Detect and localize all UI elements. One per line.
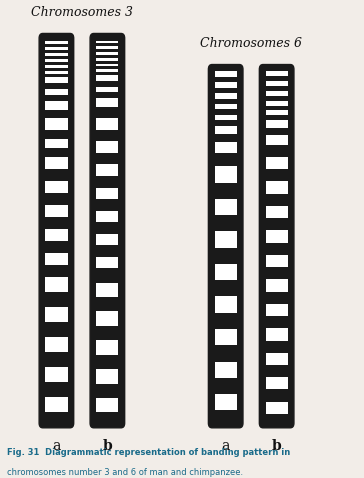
Bar [45, 71, 68, 74]
Bar [45, 277, 68, 292]
Bar [45, 65, 68, 67]
Bar [266, 328, 288, 340]
Bar [215, 361, 237, 378]
Bar [45, 119, 68, 130]
Bar [266, 120, 288, 128]
Bar [45, 397, 68, 412]
Bar [45, 88, 68, 95]
Text: b: b [103, 439, 112, 453]
Bar [266, 71, 288, 76]
Bar [96, 257, 119, 268]
Bar [45, 100, 68, 109]
Bar [215, 72, 237, 77]
Bar [45, 367, 68, 382]
Bar [45, 157, 68, 169]
Bar [215, 104, 237, 109]
Bar [266, 157, 288, 169]
Bar [45, 47, 68, 50]
FancyBboxPatch shape [90, 33, 125, 428]
Bar [96, 41, 119, 43]
Bar [96, 58, 119, 61]
Bar [96, 75, 119, 81]
Bar [96, 369, 119, 383]
Bar [266, 91, 288, 96]
Bar [215, 264, 237, 280]
Bar [45, 53, 68, 55]
Bar [266, 230, 288, 243]
Text: Fig. 31  Diagrammatic representation of banding pattern in: Fig. 31 Diagrammatic representation of b… [7, 448, 290, 457]
FancyBboxPatch shape [209, 65, 243, 428]
Text: Chromosomes 6: Chromosomes 6 [200, 37, 302, 50]
FancyBboxPatch shape [39, 33, 74, 428]
Bar [45, 229, 68, 241]
Bar [215, 166, 237, 183]
Bar [215, 199, 237, 215]
Text: a: a [52, 439, 61, 453]
Bar [96, 87, 119, 92]
Bar [266, 110, 288, 115]
Text: a: a [221, 439, 230, 453]
Bar [266, 255, 288, 267]
Bar [266, 304, 288, 316]
Bar [45, 140, 68, 149]
Bar [215, 82, 237, 88]
Bar [45, 76, 68, 83]
Bar [45, 181, 68, 194]
Bar [96, 69, 119, 72]
Text: b: b [272, 439, 281, 453]
Bar [96, 234, 119, 245]
FancyBboxPatch shape [260, 65, 294, 428]
Bar [266, 377, 288, 390]
Bar [215, 329, 237, 345]
Bar [266, 101, 288, 106]
Bar [96, 98, 119, 107]
Bar [96, 211, 119, 222]
Bar [215, 142, 237, 153]
Bar [96, 282, 119, 297]
Bar [96, 64, 119, 66]
Text: Chromosomes 3: Chromosomes 3 [31, 6, 133, 19]
Bar [215, 394, 237, 410]
Bar [215, 93, 237, 98]
Bar [96, 340, 119, 355]
Bar [96, 187, 119, 199]
Bar [215, 126, 237, 134]
Bar [45, 307, 68, 322]
Bar [45, 206, 68, 217]
Bar [96, 398, 119, 413]
Bar [215, 296, 237, 313]
Bar [266, 353, 288, 365]
Text: chromosomes number 3 and 6 of man and chimpanzee.: chromosomes number 3 and 6 of man and ch… [7, 468, 244, 478]
Bar [266, 135, 288, 145]
Bar [96, 312, 119, 326]
Bar [96, 52, 119, 55]
Bar [266, 81, 288, 86]
Bar [96, 119, 119, 130]
Bar [266, 182, 288, 194]
Bar [96, 141, 119, 153]
Bar [45, 41, 68, 43]
Bar [45, 337, 68, 352]
Bar [266, 279, 288, 292]
Bar [215, 115, 237, 120]
Bar [215, 231, 237, 248]
Bar [266, 402, 288, 414]
Bar [266, 206, 288, 218]
Bar [45, 253, 68, 265]
Bar [96, 164, 119, 176]
Bar [96, 46, 119, 49]
Bar [45, 59, 68, 62]
